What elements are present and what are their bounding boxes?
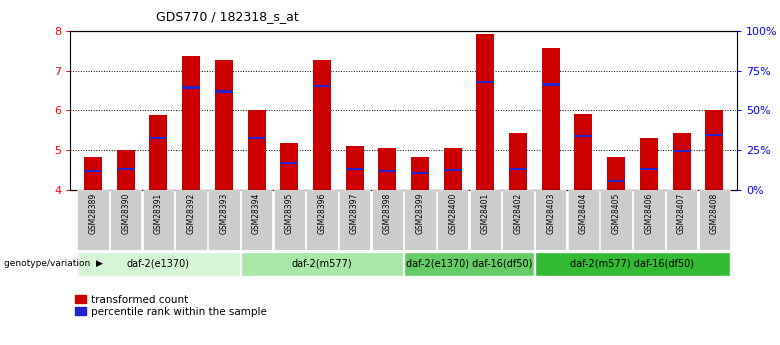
- Bar: [542, 83, 560, 86]
- Text: GSM28397: GSM28397: [350, 193, 359, 234]
- FancyBboxPatch shape: [307, 190, 338, 250]
- Text: GSM28400: GSM28400: [448, 193, 457, 234]
- Bar: [215, 90, 233, 92]
- FancyBboxPatch shape: [470, 190, 501, 250]
- Bar: [117, 168, 135, 170]
- Text: daf-2(e1370) daf-16(df50): daf-2(e1370) daf-16(df50): [406, 259, 532, 269]
- Bar: [378, 169, 396, 172]
- FancyBboxPatch shape: [371, 190, 403, 250]
- Text: GDS770 / 182318_s_at: GDS770 / 182318_s_at: [156, 10, 299, 23]
- FancyBboxPatch shape: [535, 252, 730, 276]
- Text: daf-2(e1370): daf-2(e1370): [127, 259, 190, 269]
- FancyBboxPatch shape: [77, 190, 108, 250]
- Bar: [509, 168, 527, 170]
- Bar: [247, 110, 265, 190]
- Text: GSM28396: GSM28396: [317, 193, 326, 234]
- FancyBboxPatch shape: [274, 190, 305, 250]
- Bar: [183, 56, 200, 190]
- Bar: [346, 146, 363, 190]
- Bar: [574, 135, 593, 137]
- Bar: [84, 169, 102, 172]
- FancyBboxPatch shape: [633, 190, 665, 250]
- Text: GSM28392: GSM28392: [186, 193, 196, 234]
- Text: GSM28405: GSM28405: [612, 193, 621, 234]
- Text: GSM28401: GSM28401: [481, 193, 490, 234]
- Bar: [117, 150, 135, 190]
- Bar: [509, 134, 527, 190]
- Text: GSM28404: GSM28404: [579, 193, 588, 234]
- Text: GSM28407: GSM28407: [677, 193, 686, 234]
- Bar: [542, 48, 560, 190]
- Bar: [705, 134, 723, 136]
- Bar: [672, 134, 690, 190]
- Text: GSM28390: GSM28390: [121, 193, 130, 234]
- Bar: [444, 169, 462, 171]
- Text: genotype/variation  ▶: genotype/variation ▶: [4, 259, 103, 268]
- FancyBboxPatch shape: [666, 190, 697, 250]
- Text: daf-2(m577) daf-16(df50): daf-2(m577) daf-16(df50): [570, 259, 694, 269]
- Bar: [607, 180, 625, 182]
- Bar: [672, 150, 690, 152]
- Text: GSM28402: GSM28402: [513, 193, 523, 234]
- Text: GSM28399: GSM28399: [416, 193, 424, 234]
- Bar: [378, 148, 396, 190]
- FancyBboxPatch shape: [437, 190, 468, 250]
- FancyBboxPatch shape: [601, 190, 632, 250]
- Text: GSM28408: GSM28408: [710, 193, 718, 234]
- FancyBboxPatch shape: [143, 190, 174, 250]
- Bar: [411, 172, 429, 174]
- Bar: [150, 115, 168, 190]
- Bar: [640, 168, 658, 170]
- Bar: [84, 157, 102, 190]
- Text: GSM28389: GSM28389: [89, 193, 98, 234]
- Bar: [640, 138, 658, 190]
- Bar: [477, 81, 495, 83]
- FancyBboxPatch shape: [77, 252, 239, 276]
- Bar: [411, 157, 429, 190]
- Text: GSM28391: GSM28391: [154, 193, 163, 234]
- FancyBboxPatch shape: [502, 190, 534, 250]
- Bar: [247, 137, 265, 139]
- Legend: transformed count, percentile rank within the sample: transformed count, percentile rank withi…: [76, 295, 267, 317]
- Bar: [346, 168, 363, 170]
- Text: GSM28395: GSM28395: [285, 193, 294, 234]
- Bar: [313, 85, 331, 87]
- Bar: [607, 157, 625, 190]
- FancyBboxPatch shape: [404, 252, 534, 276]
- FancyBboxPatch shape: [241, 190, 272, 250]
- Bar: [477, 34, 495, 190]
- FancyBboxPatch shape: [404, 190, 436, 250]
- Text: GSM28406: GSM28406: [644, 193, 654, 234]
- Text: GSM28398: GSM28398: [383, 193, 392, 234]
- FancyBboxPatch shape: [699, 190, 730, 250]
- Text: GSM28394: GSM28394: [252, 193, 261, 234]
- Bar: [444, 148, 462, 190]
- Text: GSM28393: GSM28393: [219, 193, 229, 234]
- Bar: [150, 137, 168, 139]
- FancyBboxPatch shape: [241, 252, 403, 276]
- FancyBboxPatch shape: [535, 190, 566, 250]
- Bar: [705, 110, 723, 190]
- Bar: [280, 143, 298, 190]
- Text: GSM28403: GSM28403: [546, 193, 555, 234]
- Bar: [574, 114, 593, 190]
- FancyBboxPatch shape: [339, 190, 370, 250]
- Bar: [183, 86, 200, 89]
- FancyBboxPatch shape: [568, 190, 599, 250]
- Bar: [215, 60, 233, 190]
- Text: daf-2(m577): daf-2(m577): [292, 259, 353, 269]
- FancyBboxPatch shape: [176, 190, 207, 250]
- FancyBboxPatch shape: [110, 190, 141, 250]
- FancyBboxPatch shape: [208, 190, 239, 250]
- Bar: [280, 161, 298, 164]
- Bar: [313, 60, 331, 190]
